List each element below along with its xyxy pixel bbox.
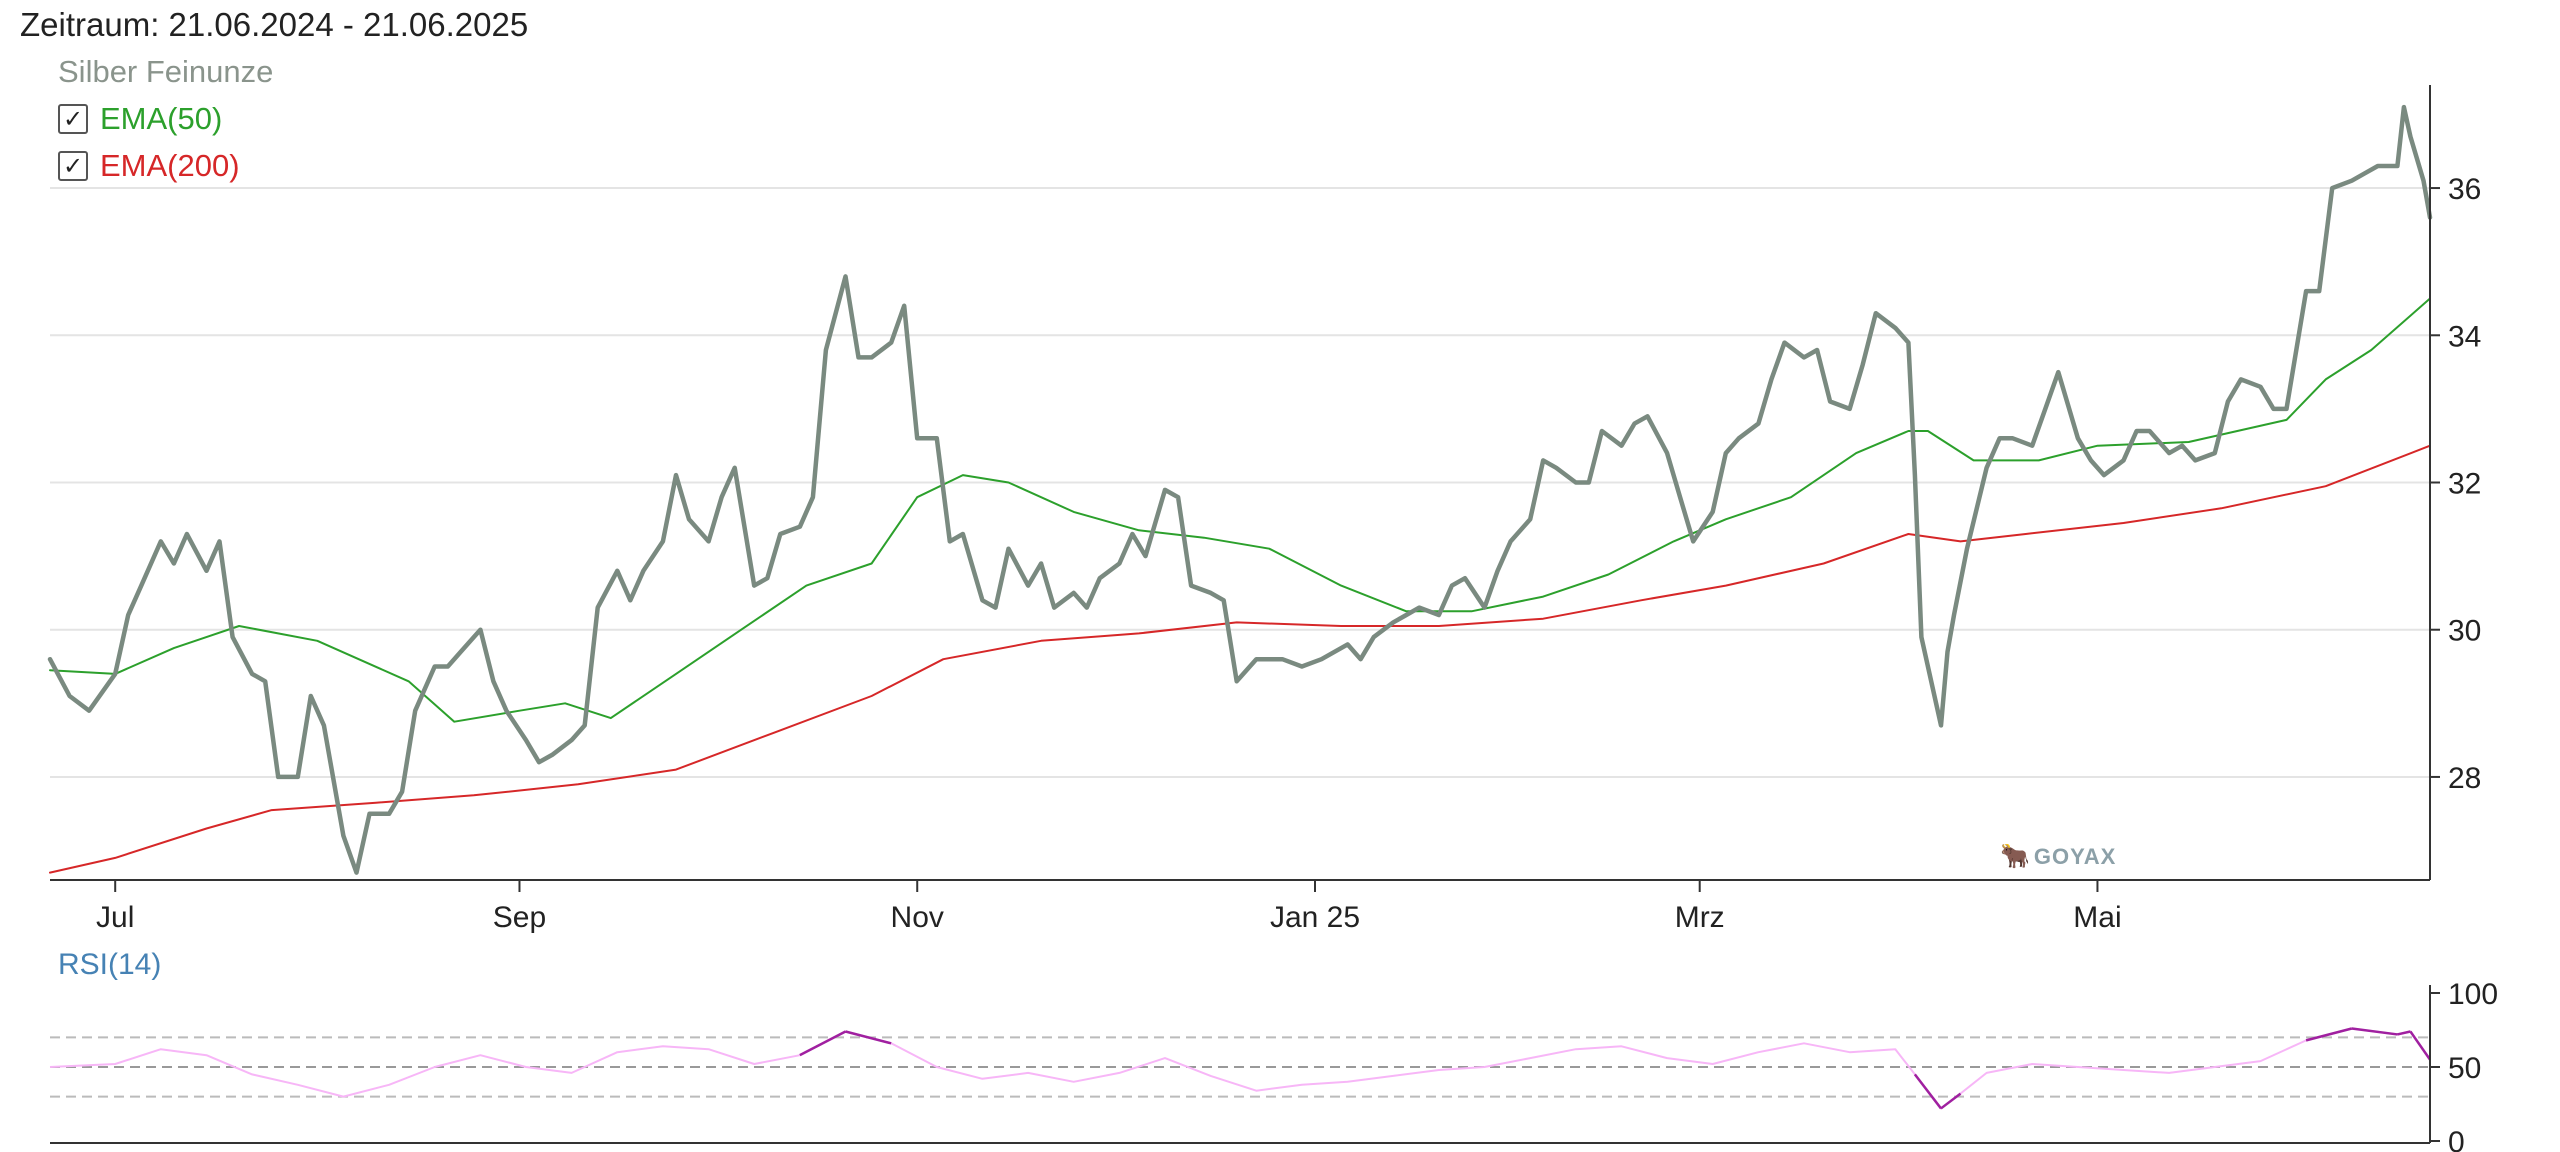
rsi-extreme-segment [845,1030,892,1045]
rsi-extreme-segment [799,1030,847,1057]
x-tick-label: Mai [2073,901,2121,934]
watermark-logo: 🐂 GOYAX [2000,842,2116,871]
y-tick-label: 30 [2448,615,2481,648]
rsi-extreme-segment [2351,1027,2398,1036]
rsi-y-tick-label: 0 [2448,1126,2465,1152]
y-tick-label: 28 [2448,762,2481,795]
ema50-series-line [49,297,2431,723]
ema200-series-line [49,444,2431,874]
price-series-line [47,104,2433,875]
ema200-checkbox[interactable]: ✓ [58,151,88,181]
y-tick-label: 32 [2448,468,2481,501]
ema50-toggle[interactable]: ✓ EMA(50) [58,99,222,139]
bull-icon: 🐂 [2000,843,2030,870]
rsi-series-line [49,1027,2431,1110]
watermark-text: GOYAX [2033,843,2117,869]
rsi-extreme-segment [2409,1030,2432,1061]
rsi-extreme-segment [1940,1092,1962,1110]
y-tick-label: 34 [2448,320,2481,353]
x-tick-label: Mrz [1675,901,1725,934]
ema200-label: EMA(200) [100,148,240,183]
rsi-y-tick-label: 50 [2448,1052,2481,1085]
rsi-extreme-segment [2397,1030,2411,1036]
ema50-label: EMA(50) [100,101,223,136]
rsi-extreme-segment [1913,1073,1942,1110]
instrument-legend-label: Silber Feinunze [58,54,274,89]
ema200-toggle[interactable]: ✓ EMA(200) [58,146,240,186]
x-tick-label: Nov [891,901,944,934]
period-label: Zeitraum: 21.06.2024 - 21.06.2025 [20,6,529,43]
x-tick-label: Jan 25 [1270,901,1360,934]
x-tick-label: Jul [96,901,134,934]
x-tick-label: Sep [493,901,546,934]
ema50-checkbox[interactable]: ✓ [58,104,88,134]
rsi-label: RSI(14) [58,948,162,981]
rsi-extreme-segment [2305,1027,2353,1042]
rsi-y-tick-label: 100 [2448,978,2498,1011]
y-tick-label: 36 [2448,173,2481,206]
